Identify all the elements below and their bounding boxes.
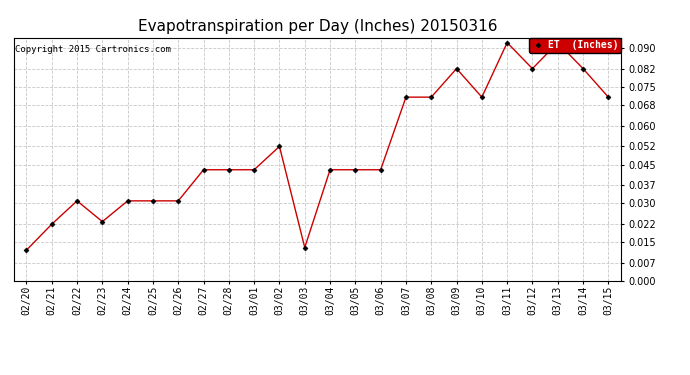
ET  (Inches): [351, 168, 359, 172]
ET  (Inches): [579, 66, 587, 71]
ET  (Inches): [98, 219, 106, 224]
ET  (Inches): [275, 144, 284, 148]
ET  (Inches): [22, 248, 30, 252]
ET  (Inches): [124, 199, 132, 203]
Text: Copyright 2015 Cartronics.com: Copyright 2015 Cartronics.com: [15, 45, 171, 54]
ET  (Inches): [402, 95, 410, 99]
Line: ET  (Inches): ET (Inches): [25, 41, 610, 252]
Title: Evapotranspiration per Day (Inches) 20150316: Evapotranspiration per Day (Inches) 2015…: [137, 18, 497, 33]
ET  (Inches): [48, 222, 56, 226]
Legend: ET  (Inches): ET (Inches): [529, 38, 621, 53]
ET  (Inches): [427, 95, 435, 99]
ET  (Inches): [604, 95, 613, 99]
ET  (Inches): [377, 168, 385, 172]
ET  (Inches): [477, 95, 486, 99]
ET  (Inches): [553, 40, 562, 45]
ET  (Inches): [149, 199, 157, 203]
ET  (Inches): [73, 199, 81, 203]
ET  (Inches): [199, 168, 208, 172]
ET  (Inches): [503, 40, 511, 45]
ET  (Inches): [250, 168, 258, 172]
ET  (Inches): [529, 66, 537, 71]
ET  (Inches): [326, 168, 334, 172]
ET  (Inches): [174, 199, 182, 203]
ET  (Inches): [301, 245, 309, 250]
ET  (Inches): [225, 168, 233, 172]
ET  (Inches): [453, 66, 461, 71]
